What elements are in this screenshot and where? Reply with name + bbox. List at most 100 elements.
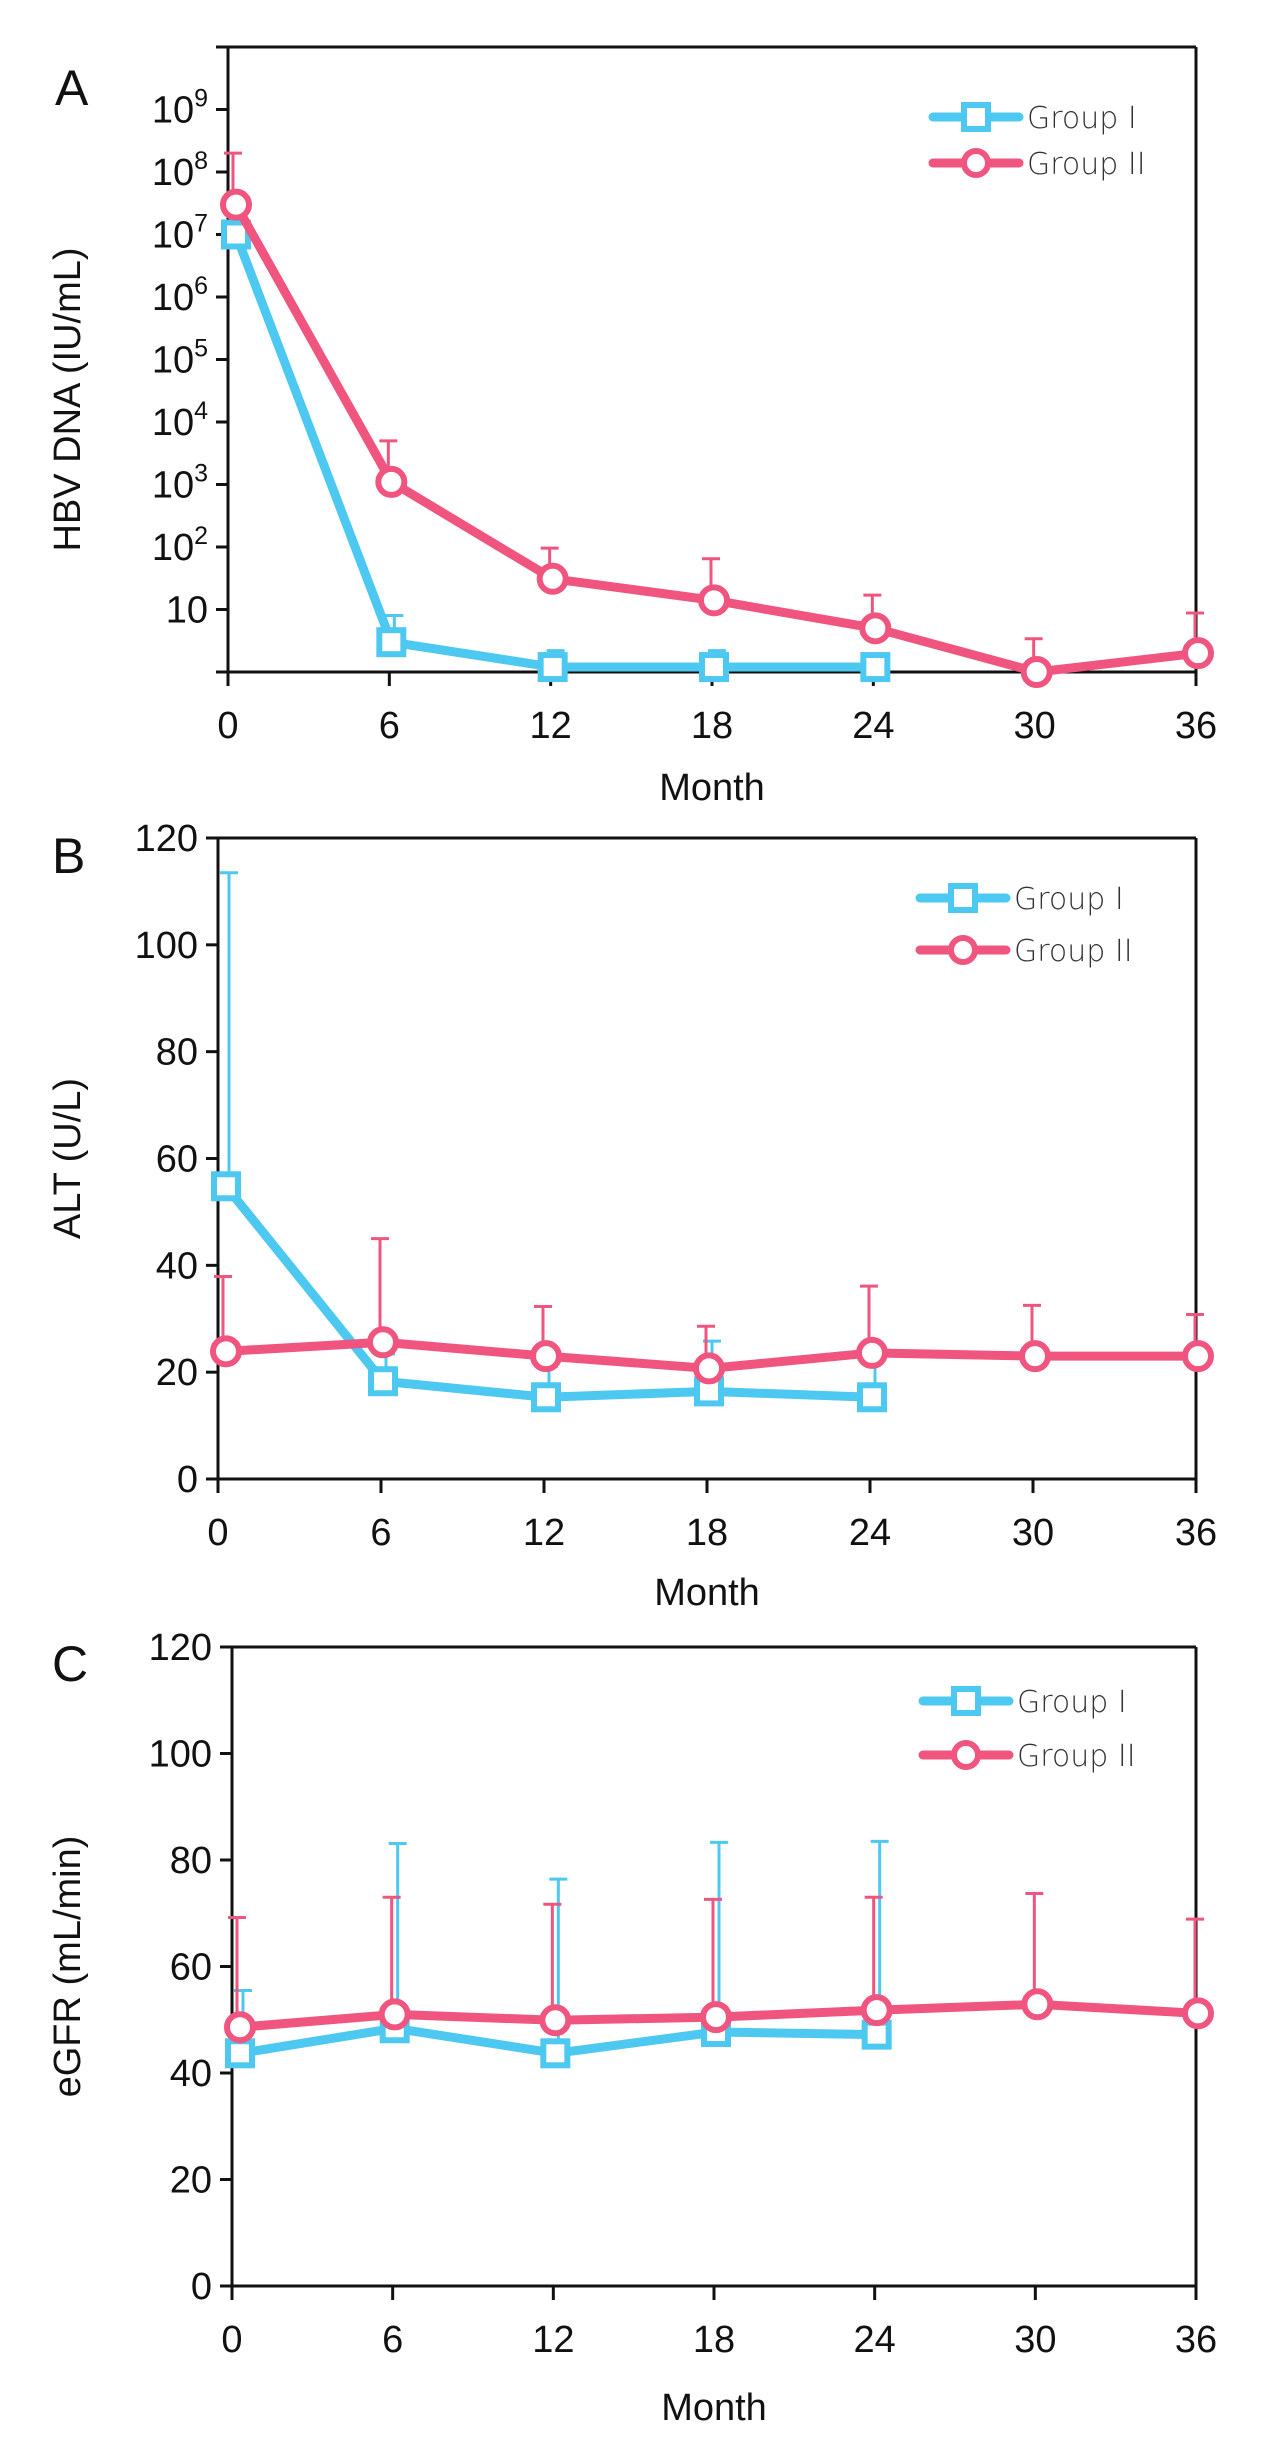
legend-label: Group I: [1014, 882, 1124, 917]
y-tick-label: 109: [152, 85, 208, 132]
x-tick-label: 24: [849, 1512, 891, 1554]
y-tick-base: 10: [152, 465, 194, 507]
x-axis-title: Month: [659, 767, 765, 809]
x-tick-label: 6: [379, 705, 400, 747]
y-axis-title: HBV DNA (IU/mL): [47, 247, 89, 551]
y-tick-base: 10: [152, 152, 194, 194]
panel-letter: B: [52, 828, 85, 884]
legend-square-marker: [951, 1686, 981, 1716]
data-point-square: [540, 2038, 571, 2069]
panel-c-egfr: C 0 6 12 18 24 30 36 0 20 40 60 80 100 120 Month eGFR (m…: [47, 1627, 1217, 2429]
series-line: [231, 232, 876, 672]
data-point-square: [861, 2019, 892, 2050]
legend-square-marker: [948, 883, 978, 913]
data-point-square: [225, 2038, 255, 2069]
x-tick-label: 6: [382, 2319, 403, 2361]
data-point-square: [857, 1382, 887, 1413]
legend-label: Group II: [1017, 1739, 1136, 1774]
legend-label: Group II: [1014, 934, 1133, 969]
data-point-circle: [860, 1994, 893, 2027]
y-tick-exponent: 4: [194, 397, 208, 425]
legend-label: Group II: [1027, 147, 1146, 182]
data-point-circle: [859, 612, 892, 645]
y-tick-label: 100: [149, 1734, 212, 1776]
y-tick-label: 40: [170, 2053, 212, 2095]
data-point-circle: [378, 1998, 411, 2031]
x-tick-label: 36: [1175, 2319, 1217, 2361]
y-tick-base: 10: [152, 215, 194, 257]
y-tick-exponent: 5: [194, 335, 208, 363]
legend-label: Group I: [1017, 1685, 1127, 1720]
y-tick-label: 102: [152, 522, 208, 569]
data-point-circle: [1019, 1340, 1051, 1373]
data-point-circle: [1020, 656, 1053, 688]
y-tick-base: 10: [152, 402, 194, 444]
y-tick-label: 106: [152, 272, 208, 319]
data-point-circle: [224, 2011, 256, 2044]
data-point-circle: [210, 1335, 242, 1368]
data-point-circle: [1021, 1988, 1054, 2021]
y-tick-label: 60: [170, 1947, 212, 1989]
panel-a-hbv-dna: A0 6 12 18 24 30 3610102103104105106107108109M…: [47, 45, 1217, 809]
legend-square-marker: [961, 102, 991, 132]
panel-letter: A: [55, 60, 89, 116]
y-tick-exponent: 2: [194, 522, 208, 550]
legend-circle-marker: [961, 148, 991, 178]
y-tick-base: 10: [166, 590, 208, 632]
series-group-2: [220, 151, 1214, 688]
y-tick-label: 40: [156, 1245, 198, 1287]
data-point-circle: [539, 2004, 572, 2037]
series-group-1: [211, 871, 887, 1413]
x-tick-label: 18: [691, 705, 733, 747]
data-point-square: [699, 652, 729, 683]
y-tick-label: 0: [191, 2266, 212, 2308]
y-tick-base: 10: [152, 277, 194, 319]
y-tick-label: 0: [177, 1459, 198, 1501]
x-axis-title: Month: [654, 1572, 760, 1614]
y-tick-base: 10: [152, 340, 194, 382]
data-point-circle: [693, 1352, 725, 1385]
y-tick-label: 120: [149, 1627, 212, 1669]
data-point-circle: [220, 188, 252, 221]
y-tick-label: 80: [156, 1032, 198, 1074]
data-point-square: [376, 627, 407, 658]
y-tick-exponent: 9: [194, 85, 208, 113]
y-tick-label: 10: [166, 590, 208, 632]
y-tick-label: 104: [152, 397, 208, 444]
x-tick-label: 12: [532, 2319, 574, 2361]
x-tick-label: 30: [1012, 1512, 1054, 1554]
x-tick-label: 30: [1014, 2319, 1056, 2361]
y-tick-base: 10: [152, 90, 194, 132]
legend-circle-marker: [951, 1740, 981, 1770]
y-tick-exponent: 3: [194, 460, 208, 488]
y-tick-base: 10: [152, 527, 194, 569]
legend: Group I Group II: [915, 882, 1133, 969]
data-point-circle: [1182, 637, 1214, 670]
x-tick-label: 0: [207, 1512, 228, 1554]
data-point-square: [537, 652, 568, 683]
data-point-circle: [530, 1340, 562, 1373]
x-tick-label: 24: [852, 705, 894, 747]
y-tick-label: 20: [170, 2160, 212, 2202]
data-point-square: [211, 1171, 241, 1202]
data-point-circle: [856, 1336, 888, 1369]
series-group-2: [210, 1237, 1214, 1385]
legend: Group I Group II: [928, 101, 1146, 182]
x-tick-label: 30: [1014, 705, 1056, 747]
x-tick-label: 18: [693, 2319, 735, 2361]
x-tick-label: 36: [1175, 1512, 1217, 1554]
y-tick-label: 100: [135, 925, 198, 967]
x-tick-label: 24: [854, 2319, 896, 2361]
panel-b-alt: B 0 6 12 18 24 30 36 0 20 40 60 80 100 120 Month ALT (U/…: [47, 818, 1217, 1614]
y-axis-title: ALT (U/L): [47, 1078, 89, 1239]
x-tick-label: 12: [530, 705, 572, 747]
data-point-square: [531, 1382, 561, 1413]
data-point-circle: [536, 562, 569, 595]
x-tick-label: 12: [523, 1512, 565, 1554]
legend: Group I Group II: [918, 1685, 1136, 1774]
x-tick-label: 36: [1175, 705, 1217, 747]
data-point-circle: [1182, 1340, 1214, 1373]
y-tick-exponent: 7: [194, 210, 208, 238]
legend-circle-marker: [948, 935, 978, 965]
